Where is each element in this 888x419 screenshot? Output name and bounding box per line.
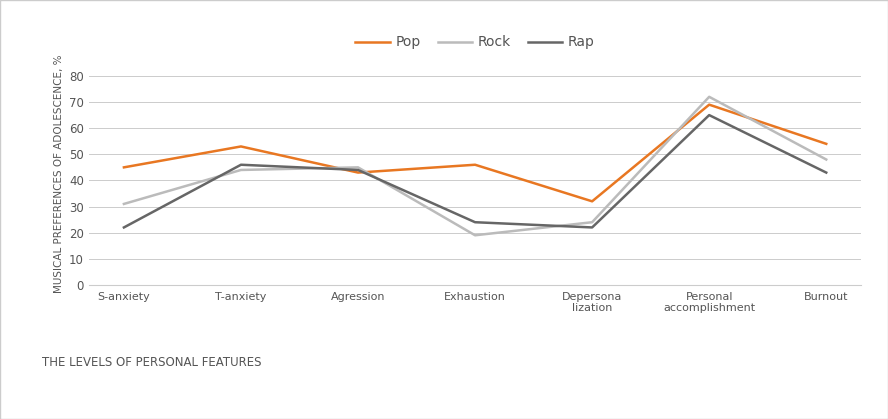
Y-axis label: MUSICAL PREFERENCES OF ADOLESCENCE, %: MUSICAL PREFERENCES OF ADOLESCENCE, % xyxy=(53,54,64,293)
Rock xyxy=(470,233,480,238)
Line: Pop: Pop xyxy=(124,105,826,201)
Pop xyxy=(119,165,130,170)
Rap xyxy=(235,162,246,167)
Rock xyxy=(704,94,715,99)
Rap xyxy=(353,168,363,173)
Pop xyxy=(704,102,715,107)
Rock xyxy=(119,202,130,207)
Rap xyxy=(587,225,598,230)
Rock xyxy=(821,157,831,162)
Pop xyxy=(235,144,246,149)
Rap xyxy=(821,170,831,175)
Text: THE LEVELS OF PERSONAL FEATURES: THE LEVELS OF PERSONAL FEATURES xyxy=(43,356,262,369)
Pop xyxy=(587,199,598,204)
Pop xyxy=(821,141,831,146)
Rock xyxy=(235,168,246,173)
Legend: Pop, Rock, Rap: Pop, Rock, Rap xyxy=(350,30,600,55)
Line: Rap: Rap xyxy=(124,115,826,228)
Rock xyxy=(587,220,598,225)
Rap xyxy=(119,225,130,230)
Pop xyxy=(353,170,363,175)
Rock xyxy=(353,165,363,170)
Rap xyxy=(470,220,480,225)
Rap xyxy=(704,113,715,118)
Line: Rock: Rock xyxy=(124,97,826,235)
Pop xyxy=(470,162,480,167)
